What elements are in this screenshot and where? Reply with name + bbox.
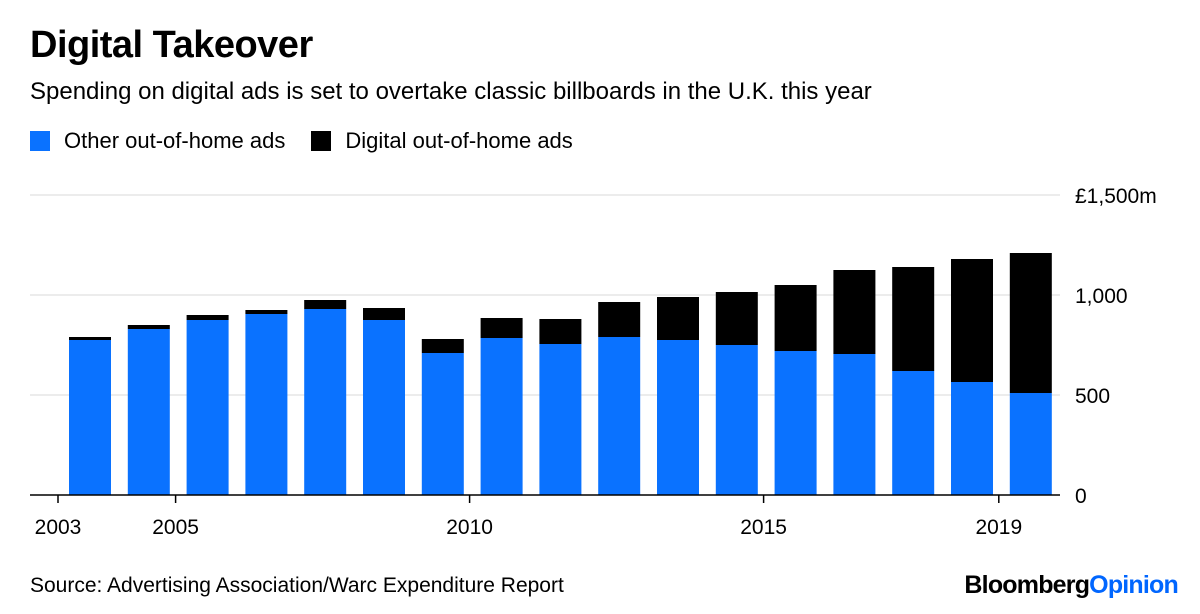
y-tick-label-2: 1,000 xyxy=(1075,285,1128,308)
bar-other-2018 xyxy=(951,382,993,495)
x-tick-label-2015: 2015 xyxy=(740,516,787,539)
bar-other-2012 xyxy=(598,337,641,495)
bar-digital-2006 xyxy=(245,310,288,314)
bar-digital-2003 xyxy=(69,337,111,340)
source-note: Source: Advertising Association/Warc Exp… xyxy=(30,574,564,597)
bar-digital-2011 xyxy=(539,319,582,344)
x-tick-label-2019: 2019 xyxy=(975,516,1022,539)
legend-swatch-digital xyxy=(311,131,332,151)
bar-other-2008 xyxy=(363,320,405,495)
chart-subtitle: Spending on digital ads is set to overta… xyxy=(30,78,872,105)
bar-digital-2005 xyxy=(186,315,229,320)
legend-swatch-other xyxy=(30,131,50,151)
y-tick-label-0: 0 xyxy=(1075,485,1087,508)
legend: Other out-of-home ads Digital out-of-hom… xyxy=(30,128,599,154)
bar-other-2013 xyxy=(657,340,699,495)
bar-digital-2017 xyxy=(892,267,935,371)
bar-digital-2010 xyxy=(480,318,523,338)
bar-other-2007 xyxy=(304,309,347,495)
x-tick-label-2005: 2005 xyxy=(152,516,199,539)
bar-digital-2018 xyxy=(951,259,993,382)
x-tick-label-2003: 2003 xyxy=(35,516,82,539)
bar-other-2005 xyxy=(186,320,229,495)
bar-other-2017 xyxy=(892,371,935,495)
x-tick-label-2010: 2010 xyxy=(446,516,493,539)
bar-other-2004 xyxy=(127,329,170,495)
chart-title: Digital Takeover xyxy=(30,24,313,66)
bar-digital-2004 xyxy=(127,325,170,329)
bar-digital-2012 xyxy=(598,302,641,337)
bar-digital-2008 xyxy=(363,308,405,320)
bar-other-2006 xyxy=(245,314,288,495)
bar-digital-2015 xyxy=(774,285,817,351)
y-tick-label-3: £1,500m xyxy=(1075,185,1157,208)
legend-item-other: Other out-of-home ads xyxy=(30,128,285,154)
brand-logo: BloombergOpinion xyxy=(964,571,1178,600)
bar-other-2010 xyxy=(480,338,523,495)
bar-other-2003 xyxy=(69,340,111,495)
bar-other-2019 xyxy=(1009,393,1052,495)
y-tick-label-1: 500 xyxy=(1075,385,1110,408)
bar-other-2014 xyxy=(715,345,758,495)
bar-digital-2014 xyxy=(715,292,758,345)
brand-part-2: Opinion xyxy=(1089,571,1179,599)
bar-digital-2016 xyxy=(833,270,876,354)
bar-other-2009 xyxy=(421,353,464,495)
bar-digital-2013 xyxy=(657,297,699,340)
bar-other-2016 xyxy=(833,354,876,495)
bar-digital-2019 xyxy=(1009,253,1052,393)
bar-other-2015 xyxy=(774,351,817,495)
legend-item-digital: Digital out-of-home ads xyxy=(311,128,573,154)
legend-label-other: Other out-of-home ads xyxy=(64,128,286,153)
bar-digital-2007 xyxy=(304,300,347,309)
bar-digital-2009 xyxy=(421,339,464,353)
legend-label-digital: Digital out-of-home ads xyxy=(345,128,573,153)
bar-other-2011 xyxy=(539,344,582,495)
brand-part-1: Bloomberg xyxy=(964,571,1090,599)
